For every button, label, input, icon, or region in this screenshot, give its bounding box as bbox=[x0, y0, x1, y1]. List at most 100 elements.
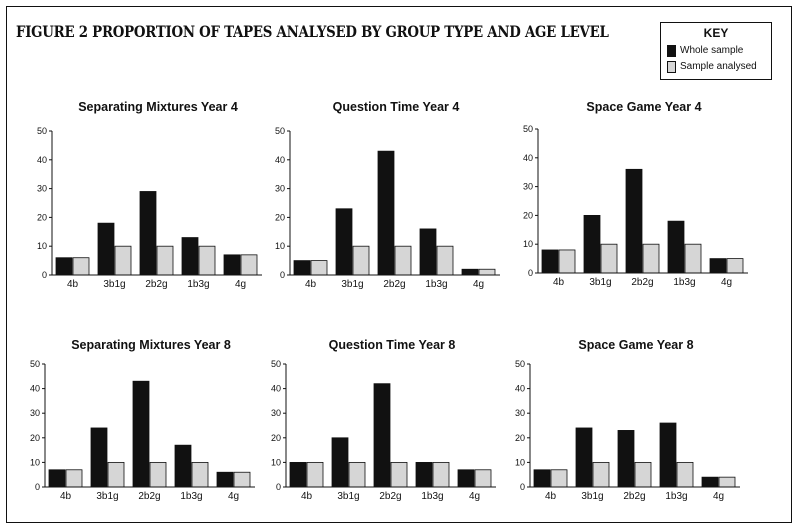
bar-whole-sample bbox=[461, 268, 479, 276]
y-tick-label: 0 bbox=[280, 270, 285, 280]
chart-title-5: Question Time Year 8 bbox=[329, 338, 456, 352]
bar-whole-sample bbox=[335, 208, 353, 276]
y-tick-label: 50 bbox=[523, 124, 533, 134]
y-tick-label: 50 bbox=[271, 359, 281, 369]
y-tick-label: 30 bbox=[523, 182, 533, 192]
bar-whole-sample bbox=[174, 444, 192, 488]
y-tick-label: 30 bbox=[271, 408, 281, 418]
bar-whole-sample bbox=[533, 469, 551, 488]
x-category-label: 3b1g bbox=[337, 491, 359, 502]
x-category-label: 1b3g bbox=[421, 491, 443, 502]
bar-sample-analysed bbox=[72, 257, 90, 276]
y-tick-label: 40 bbox=[523, 153, 533, 163]
y-tick-label: 20 bbox=[37, 212, 47, 222]
bar-sample-analysed bbox=[390, 461, 408, 488]
x-category-label: 4b bbox=[545, 491, 557, 502]
bar-whole-sample bbox=[541, 249, 559, 274]
bar-whole-sample bbox=[132, 380, 150, 488]
bar-whole-sample bbox=[289, 461, 307, 488]
y-tick-label: 20 bbox=[515, 433, 525, 443]
y-tick-label: 20 bbox=[30, 433, 40, 443]
bar-sample-analysed bbox=[198, 245, 216, 276]
y-tick-label: 0 bbox=[276, 482, 281, 492]
bar-sample-analysed bbox=[432, 461, 450, 488]
bar-sample-analysed bbox=[394, 245, 412, 276]
x-category-label: 1b3g bbox=[665, 491, 687, 502]
x-category-label: 4g bbox=[235, 279, 246, 290]
bar-whole-sample bbox=[55, 257, 73, 276]
bar-sample-analysed bbox=[558, 249, 576, 274]
bar-sample-analysed bbox=[726, 258, 744, 274]
y-tick-label: 40 bbox=[275, 155, 285, 165]
x-category-label: 2b2g bbox=[383, 279, 405, 290]
x-category-label: 3b1g bbox=[103, 279, 125, 290]
legend-label-whole-sample: Whole sample bbox=[680, 45, 744, 56]
bar-sample-analysed bbox=[348, 461, 366, 488]
y-tick-label: 40 bbox=[515, 384, 525, 394]
bar-sample-analysed bbox=[352, 245, 370, 276]
x-category-label: 2b2g bbox=[623, 491, 645, 502]
y-tick-label: 10 bbox=[30, 457, 40, 467]
x-category-label: 3b1g bbox=[96, 491, 118, 502]
x-category-label: 2b2g bbox=[138, 491, 160, 502]
bar-sample-analysed bbox=[684, 243, 702, 274]
x-category-label: 3b1g bbox=[589, 277, 611, 288]
x-category-label: 4g bbox=[713, 491, 724, 502]
bar-sample-analysed bbox=[474, 469, 492, 488]
bar-whole-sample bbox=[659, 422, 677, 488]
bar-whole-sample bbox=[419, 228, 437, 276]
bar-sample-analysed bbox=[107, 461, 125, 488]
bar-sample-analysed bbox=[718, 476, 736, 488]
bar-whole-sample bbox=[617, 430, 635, 488]
bar-sample-analysed bbox=[156, 245, 174, 276]
bar-whole-sample bbox=[223, 254, 241, 276]
bar-sample-analysed bbox=[634, 461, 652, 488]
bar-sample-analysed bbox=[676, 461, 694, 488]
legend-swatch-sample-analysed bbox=[667, 60, 676, 73]
x-category-label: 4g bbox=[473, 279, 484, 290]
bar-whole-sample bbox=[293, 260, 311, 276]
bar-sample-analysed bbox=[310, 260, 328, 276]
y-tick-label: 0 bbox=[520, 482, 525, 492]
bar-whole-sample bbox=[90, 427, 108, 488]
y-tick-label: 30 bbox=[515, 408, 525, 418]
y-tick-label: 50 bbox=[30, 359, 40, 369]
bar-sample-analysed bbox=[114, 245, 132, 276]
x-category-label: 4b bbox=[301, 491, 313, 502]
x-category-label: 2b2g bbox=[379, 491, 401, 502]
x-category-label: 4g bbox=[228, 491, 239, 502]
bar-sample-analysed bbox=[233, 471, 251, 488]
y-tick-label: 20 bbox=[523, 210, 533, 220]
x-category-label: 3b1g bbox=[581, 491, 603, 502]
y-tick-label: 0 bbox=[42, 270, 47, 280]
chart-title-4: Separating Mixtures Year 8 bbox=[71, 338, 231, 352]
x-category-label: 1b3g bbox=[187, 279, 209, 290]
bar-whole-sample bbox=[181, 237, 199, 276]
bar-sample-analysed bbox=[65, 469, 83, 488]
bar-whole-sample bbox=[709, 258, 727, 274]
bar-whole-sample bbox=[377, 150, 395, 276]
y-tick-label: 30 bbox=[30, 408, 40, 418]
x-category-label: 4b bbox=[305, 279, 317, 290]
bar-whole-sample bbox=[575, 427, 593, 488]
bar-sample-analysed bbox=[642, 243, 660, 274]
bar-whole-sample bbox=[457, 469, 475, 488]
chart-title-1: Separating Mixtures Year 4 bbox=[78, 100, 238, 114]
chart-title-6: Space Game Year 8 bbox=[578, 338, 693, 352]
y-tick-label: 50 bbox=[37, 126, 47, 136]
y-tick-label: 30 bbox=[37, 184, 47, 194]
legend-label-sample-analysed: Sample analysed bbox=[680, 61, 757, 72]
bar-whole-sample bbox=[331, 437, 349, 488]
y-tick-label: 20 bbox=[275, 212, 285, 222]
y-tick-label: 0 bbox=[35, 482, 40, 492]
bar-whole-sample bbox=[701, 476, 719, 488]
y-tick-label: 40 bbox=[271, 384, 281, 394]
legend-key: KEY Whole sample Sample analysed bbox=[660, 22, 772, 80]
x-category-label: 4b bbox=[553, 277, 565, 288]
bar-whole-sample bbox=[216, 471, 234, 488]
bar-whole-sample bbox=[373, 383, 391, 488]
y-tick-label: 30 bbox=[275, 184, 285, 194]
bar-sample-analysed bbox=[306, 461, 324, 488]
x-category-label: 4g bbox=[469, 491, 480, 502]
